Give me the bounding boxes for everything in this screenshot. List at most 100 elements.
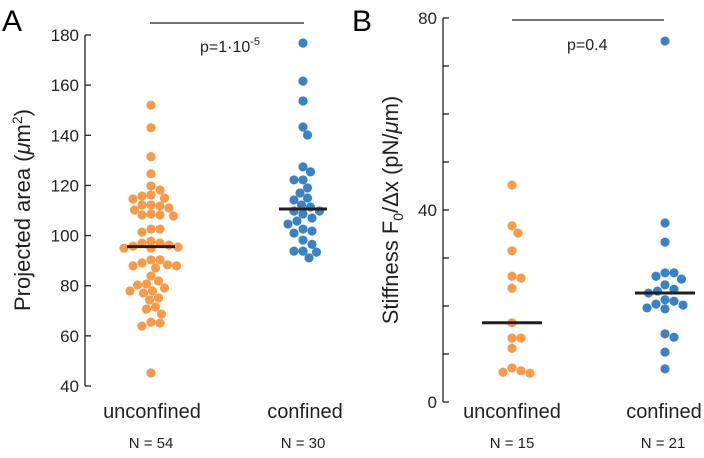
- data-point-unconfined: [138, 288, 149, 298]
- data-point-confined: [669, 284, 679, 294]
- y-tick-label: 140: [51, 126, 79, 145]
- y-axis-a: 40 60 80 100 120 140 160 180: [51, 26, 91, 396]
- data-point-unconfined: [507, 343, 517, 353]
- data-point-confined: [298, 175, 308, 185]
- data-point-unconfined: [146, 209, 156, 219]
- panel-b: B 0 40 80 Stiffness F0/Δx (pN/μm) p=0.4 un…: [352, 5, 702, 452]
- n-label-a-unconfined: N = 54: [129, 435, 174, 452]
- data-point-confined: [678, 300, 688, 310]
- data-point-confined: [295, 188, 305, 198]
- data-point-confined: [660, 329, 670, 339]
- data-point-confined: [307, 226, 317, 236]
- data-point-unconfined: [137, 227, 147, 237]
- data-point-unconfined: [507, 283, 517, 293]
- data-point-unconfined: [516, 366, 526, 376]
- data-point-unconfined: [171, 261, 182, 271]
- y-tick-label: 80: [60, 277, 79, 296]
- data-point-unconfined: [156, 309, 167, 319]
- data-point-confined: [642, 303, 652, 313]
- y-axis-title-b: Stiffness F0/Δx (pN/μm): [378, 96, 406, 325]
- data-point-unconfined: [155, 201, 165, 211]
- data-point-unconfined: [150, 263, 161, 273]
- data-point-unconfined: [516, 273, 526, 283]
- data-point-unconfined: [164, 203, 174, 213]
- data-point-unconfined: [146, 271, 156, 281]
- data-point-confined: [298, 224, 308, 234]
- data-point-unconfined: [164, 240, 174, 250]
- data-point-unconfined: [507, 221, 517, 231]
- data-point-unconfined: [155, 210, 165, 220]
- data-point-unconfined: [137, 200, 147, 210]
- data-point-confined: [660, 268, 670, 278]
- y-tick-label: 180: [51, 26, 79, 45]
- data-point-unconfined: [153, 293, 164, 303]
- data-point-unconfined: [146, 200, 156, 210]
- y-tick-label: 40: [418, 201, 437, 220]
- data-point-confined: [651, 299, 661, 309]
- data-points-a: [119, 38, 325, 378]
- data-point-unconfined: [146, 224, 156, 234]
- y-tick-label: 60: [60, 327, 79, 346]
- data-point-confined: [283, 219, 293, 229]
- y-tick-label: 0: [428, 393, 437, 412]
- category-label-b-confined: confined: [626, 401, 702, 423]
- data-point-unconfined: [146, 169, 156, 179]
- data-point-unconfined: [144, 295, 155, 305]
- data-point-unconfined: [137, 321, 147, 331]
- data-point-confined: [298, 162, 308, 172]
- data-point-unconfined: [146, 236, 156, 246]
- data-point-unconfined: [507, 271, 517, 281]
- data-point-unconfined: [155, 318, 165, 328]
- data-point-confined: [660, 280, 670, 290]
- category-label-a-unconfined: unconfined: [103, 401, 201, 423]
- data-point-unconfined: [513, 228, 523, 238]
- data-point-confined: [311, 247, 322, 257]
- data-point-unconfined: [132, 280, 143, 290]
- data-point-unconfined: [507, 333, 517, 343]
- data-point-confined: [307, 213, 317, 223]
- data-point-confined: [305, 167, 316, 177]
- data-point-unconfined: [146, 151, 156, 162]
- data-point-unconfined: [162, 260, 173, 270]
- data-point-unconfined: [150, 302, 161, 312]
- data-point-confined: [302, 130, 313, 140]
- category-label-b-unconfined: unconfined: [463, 401, 561, 423]
- data-point-confined: [660, 237, 670, 247]
- y-tick-label: 120: [51, 176, 79, 195]
- data-point-unconfined: [141, 279, 152, 289]
- data-point-confined: [669, 268, 679, 278]
- data-point-unconfined: [155, 185, 165, 195]
- data-point-unconfined: [128, 261, 138, 271]
- data-point-unconfined: [498, 367, 508, 377]
- data-point-confined: [289, 195, 299, 205]
- data-point-unconfined: [168, 211, 179, 221]
- y-tick-label: 160: [51, 76, 79, 95]
- n-label-a-confined: N = 30: [281, 435, 326, 452]
- data-point-unconfined: [155, 224, 165, 234]
- data-points-b: [498, 36, 688, 378]
- panel-a: A 40 60 80 100 120 140 160 180 Projected area (…: [2, 5, 343, 452]
- data-point-unconfined: [155, 255, 165, 265]
- data-point-confined: [298, 96, 308, 106]
- data-point-unconfined: [159, 283, 170, 293]
- data-point-unconfined: [159, 193, 170, 203]
- data-point-unconfined: [119, 243, 129, 253]
- data-point-confined: [298, 209, 308, 219]
- data-point-unconfined: [146, 317, 156, 327]
- data-point-confined: [660, 347, 670, 357]
- data-point-confined: [296, 200, 307, 210]
- data-point-confined: [660, 36, 670, 46]
- data-point-confined: [298, 76, 308, 86]
- data-point-unconfined: [146, 100, 156, 110]
- data-point-unconfined: [125, 286, 135, 296]
- data-point-confined: [298, 235, 308, 245]
- y-tick-label: 40: [60, 377, 79, 396]
- data-point-confined: [669, 332, 679, 342]
- data-point-confined: [304, 253, 314, 263]
- data-point-confined: [669, 296, 679, 306]
- data-point-confined: [660, 295, 670, 305]
- data-point-unconfined: [129, 205, 140, 215]
- n-label-b-confined: N = 21: [641, 435, 686, 452]
- y-tick-label: 80: [418, 9, 437, 28]
